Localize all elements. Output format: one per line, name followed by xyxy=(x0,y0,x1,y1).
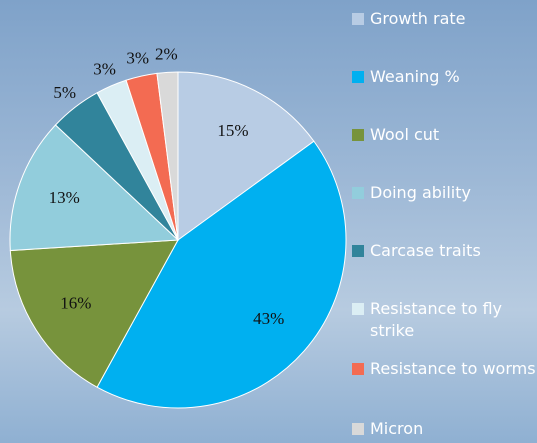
data-label: 3% xyxy=(93,59,116,78)
data-label: 16% xyxy=(60,294,91,313)
pie-slice xyxy=(9,124,180,252)
legend-label: Doing ability xyxy=(370,183,471,202)
legend-swatch xyxy=(352,245,364,257)
legend-label: Resistance to worms xyxy=(370,359,536,378)
legend-item: Carcase traits xyxy=(352,240,537,262)
data-label: 13% xyxy=(49,188,80,207)
data-label: 43% xyxy=(253,309,284,328)
legend-swatch xyxy=(352,363,364,375)
data-label: 3% xyxy=(126,49,149,68)
legend-label: Carcase traits xyxy=(370,241,481,260)
legend-label: Growth rate xyxy=(370,9,466,28)
pie-slice xyxy=(96,140,347,409)
legend-label: Wool cut xyxy=(370,125,440,144)
data-label: 2% xyxy=(155,44,178,63)
legend-swatch xyxy=(352,129,364,141)
legend-item: Micron xyxy=(352,418,537,440)
legend-item: Resistance to fly strike xyxy=(352,298,537,342)
legend-item: Resistance to worms xyxy=(352,358,537,380)
legend-swatch xyxy=(352,423,364,435)
legend-label: Micron xyxy=(370,419,424,438)
legend-item: Growth rate xyxy=(352,8,537,30)
pie-slice xyxy=(177,71,315,241)
legend-swatch xyxy=(352,303,364,315)
pie-slice xyxy=(156,71,179,241)
legend-swatch xyxy=(352,71,364,83)
data-label: 15% xyxy=(217,121,248,140)
data-label: 5% xyxy=(53,83,76,102)
legend-swatch xyxy=(352,13,364,25)
legend-label: Weaning % xyxy=(370,67,460,86)
legend-item: Wool cut xyxy=(352,124,537,146)
legend-label: Resistance to fly strike xyxy=(370,299,502,340)
pie-slice xyxy=(9,239,179,388)
legend-swatch xyxy=(352,187,364,199)
legend-item: Weaning % xyxy=(352,66,537,88)
legend-item: Doing ability xyxy=(352,182,537,204)
